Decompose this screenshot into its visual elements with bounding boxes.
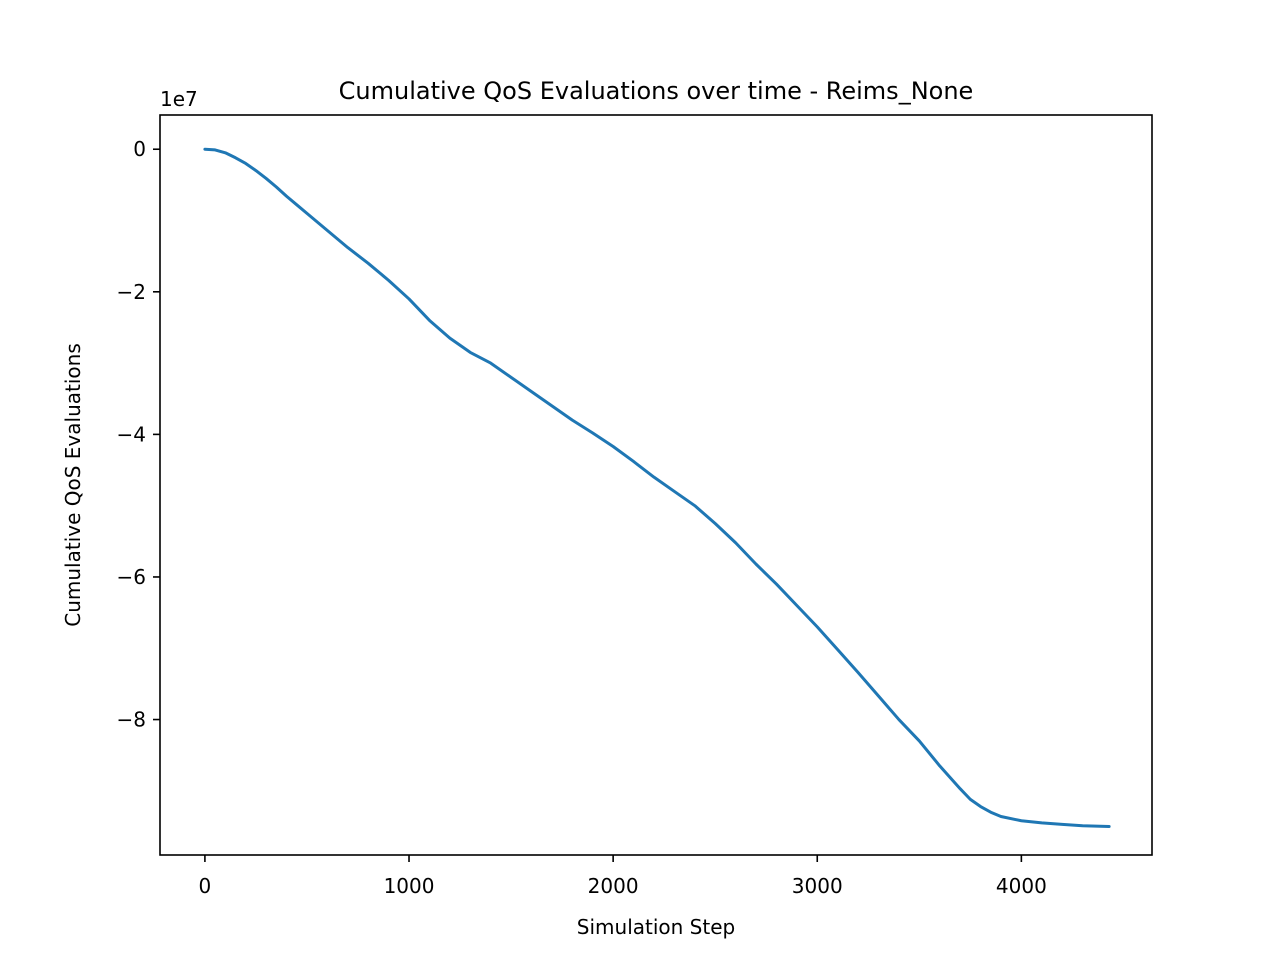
chart-title: Cumulative QoS Evaluations over time - R…	[339, 77, 974, 105]
x-tick-label: 4000	[996, 874, 1047, 898]
series-line	[203, 147, 1111, 828]
x-tick-label: 0	[199, 874, 212, 898]
x-tick-label: 3000	[792, 874, 843, 898]
plot-area-frame	[159, 114, 1153, 856]
y-axis: 0 −2 −4 −6 −8	[117, 137, 160, 732]
y-tick-label: −6	[117, 565, 146, 589]
y-tick-label: 0	[133, 137, 146, 161]
x-axis: 0 1000 2000 3000 4000	[199, 855, 1047, 898]
x-tick-label: 2000	[588, 874, 639, 898]
y-axis-label: Cumulative QoS Evaluations	[61, 343, 85, 627]
y-tick-label: −8	[117, 708, 146, 732]
x-axis-label: Simulation Step	[577, 915, 735, 939]
x-tick-label: 1000	[384, 874, 435, 898]
y-tick-label: −2	[117, 280, 146, 304]
y-tick-label: −4	[117, 422, 146, 446]
y-axis-offset-label: 1e7	[160, 87, 198, 111]
